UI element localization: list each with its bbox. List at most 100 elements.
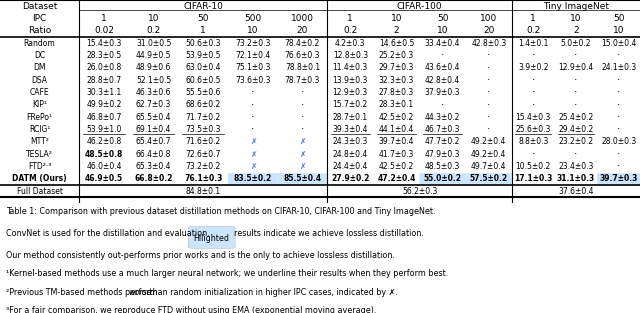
Text: 39.7±0.3: 39.7±0.3 xyxy=(600,174,638,183)
Text: 85.5±0.4: 85.5±0.4 xyxy=(284,174,321,183)
Text: 53.9±1.0: 53.9±1.0 xyxy=(86,125,122,134)
Text: 28.3±0.1: 28.3±0.1 xyxy=(379,100,414,109)
Text: 47.9±0.3: 47.9±0.3 xyxy=(425,150,460,159)
Text: ·: · xyxy=(617,87,620,97)
Text: ·: · xyxy=(301,100,304,110)
Text: 25.6±0.3: 25.6±0.3 xyxy=(516,125,551,134)
Text: ·: · xyxy=(574,75,578,85)
Text: ✗: ✗ xyxy=(300,137,306,146)
Text: ·: · xyxy=(574,87,578,97)
Text: 62.7±0.3: 62.7±0.3 xyxy=(136,100,172,109)
Text: ·: · xyxy=(251,87,255,97)
Text: ·: · xyxy=(617,112,620,122)
Text: 46.3±0.6: 46.3±0.6 xyxy=(136,88,172,97)
Text: 48.9±0.6: 48.9±0.6 xyxy=(136,63,172,72)
Text: ·: · xyxy=(574,149,578,159)
Text: ConvNet is used for the distillation and evaluation.: ConvNet is used for the distillation and… xyxy=(6,228,215,238)
Text: 42.5±0.2: 42.5±0.2 xyxy=(379,113,414,122)
Text: 44.3±0.2: 44.3±0.2 xyxy=(425,113,460,122)
Text: 28.3±0.5: 28.3±0.5 xyxy=(86,51,122,60)
Text: 43.6±0.4: 43.6±0.4 xyxy=(425,63,460,72)
Text: 31.0±0.5: 31.0±0.5 xyxy=(136,39,172,48)
Text: 46.7±0.3: 46.7±0.3 xyxy=(425,125,460,134)
Text: 78.8±0.1: 78.8±0.1 xyxy=(285,63,320,72)
Text: ·: · xyxy=(301,112,304,122)
Text: 1: 1 xyxy=(531,14,536,23)
Text: CIFAR-10: CIFAR-10 xyxy=(183,2,223,11)
Text: 65.5±0.4: 65.5±0.4 xyxy=(136,113,172,122)
Text: 26.0±0.8: 26.0±0.8 xyxy=(86,63,122,72)
Text: 42.8±0.3: 42.8±0.3 xyxy=(471,39,506,48)
Text: 50: 50 xyxy=(613,14,625,23)
Text: 65.3±0.4: 65.3±0.4 xyxy=(136,162,172,171)
Text: 0.2: 0.2 xyxy=(147,26,161,35)
Text: 49.2±0.4: 49.2±0.4 xyxy=(471,150,506,159)
FancyBboxPatch shape xyxy=(419,173,466,184)
Text: 0.02: 0.02 xyxy=(94,26,114,35)
Text: Full Dataset: Full Dataset xyxy=(17,187,63,196)
Text: ✗: ✗ xyxy=(300,150,306,159)
Text: ·: · xyxy=(251,100,255,110)
Text: ·: · xyxy=(617,125,620,135)
Text: 20: 20 xyxy=(483,26,495,35)
Text: IPC: IPC xyxy=(33,14,47,23)
Text: Tiny ImageNet: Tiny ImageNet xyxy=(543,2,609,11)
Text: 1: 1 xyxy=(348,14,353,23)
Text: ·: · xyxy=(532,87,535,97)
Text: FTD²‧³: FTD²‧³ xyxy=(28,162,51,171)
Text: 71.6±0.2: 71.6±0.2 xyxy=(186,137,221,146)
Text: 78.7±0.3: 78.7±0.3 xyxy=(285,76,320,85)
Text: 42.8±0.4: 42.8±0.4 xyxy=(425,76,460,85)
Text: 56.2±0.3: 56.2±0.3 xyxy=(402,187,437,196)
Text: 10: 10 xyxy=(390,14,402,23)
Text: DATM (Ours): DATM (Ours) xyxy=(12,174,67,183)
Text: ·: · xyxy=(487,63,490,73)
Text: RCIG¹: RCIG¹ xyxy=(29,125,51,134)
FancyBboxPatch shape xyxy=(188,227,235,249)
Text: 50: 50 xyxy=(437,14,449,23)
Text: ·: · xyxy=(532,50,535,60)
Text: ·: · xyxy=(617,149,620,159)
Text: 12.8±0.3: 12.8±0.3 xyxy=(333,51,368,60)
Text: 10: 10 xyxy=(247,26,259,35)
Text: KIP¹: KIP¹ xyxy=(32,100,47,109)
Text: 25.4±0.2: 25.4±0.2 xyxy=(558,113,593,122)
Text: 24.3±0.3: 24.3±0.3 xyxy=(333,137,368,146)
Text: 39.7±0.4: 39.7±0.4 xyxy=(379,137,414,146)
Text: ·: · xyxy=(532,75,535,85)
Text: 13.9±0.3: 13.9±0.3 xyxy=(333,76,368,85)
Text: 73.5±0.3: 73.5±0.3 xyxy=(186,125,221,134)
Text: 1000: 1000 xyxy=(291,14,314,23)
Text: ¹Kernel-based methods use a much larger neural network; we underline their resul: ¹Kernel-based methods use a much larger … xyxy=(6,269,449,278)
Text: 37.6±0.4: 37.6±0.4 xyxy=(558,187,594,196)
Text: 1: 1 xyxy=(200,26,206,35)
Text: 0.2: 0.2 xyxy=(526,26,540,35)
Text: 27.8±0.3: 27.8±0.3 xyxy=(379,88,414,97)
Text: 44.9±0.5: 44.9±0.5 xyxy=(136,51,172,60)
Text: 100: 100 xyxy=(480,14,497,23)
Text: 68.6±0.2: 68.6±0.2 xyxy=(186,100,221,109)
Text: Hilighted: Hilighted xyxy=(194,234,230,243)
Text: ·: · xyxy=(487,112,490,122)
Text: 71.7±0.2: 71.7±0.2 xyxy=(186,113,221,122)
Text: 48.5±0.3: 48.5±0.3 xyxy=(425,162,460,171)
Text: 10: 10 xyxy=(437,26,449,35)
Text: ·: · xyxy=(301,87,304,97)
Text: 29.4±0.2: 29.4±0.2 xyxy=(558,125,593,134)
Text: 76.1±0.3: 76.1±0.3 xyxy=(184,174,223,183)
Text: 1.4±0.1: 1.4±0.1 xyxy=(518,39,548,48)
Text: 12.9±0.4: 12.9±0.4 xyxy=(558,63,593,72)
Text: 48.5±0.8: 48.5±0.8 xyxy=(85,150,124,159)
Text: 50.6±0.3: 50.6±0.3 xyxy=(186,39,221,48)
Text: 83.5±0.2: 83.5±0.2 xyxy=(234,174,272,183)
Text: 73.2±0.3: 73.2±0.3 xyxy=(235,39,271,48)
Text: 41.7±0.3: 41.7±0.3 xyxy=(379,150,414,159)
Text: 1: 1 xyxy=(101,14,107,23)
Text: ·: · xyxy=(617,50,620,60)
Text: 63.0±0.4: 63.0±0.4 xyxy=(186,63,221,72)
Text: 47.2±0.4: 47.2±0.4 xyxy=(378,174,415,183)
Text: 60.6±0.5: 60.6±0.5 xyxy=(186,76,221,85)
Text: ·: · xyxy=(251,112,255,122)
Text: Dataset: Dataset xyxy=(22,2,58,11)
Text: TESLA²: TESLA² xyxy=(26,150,53,159)
